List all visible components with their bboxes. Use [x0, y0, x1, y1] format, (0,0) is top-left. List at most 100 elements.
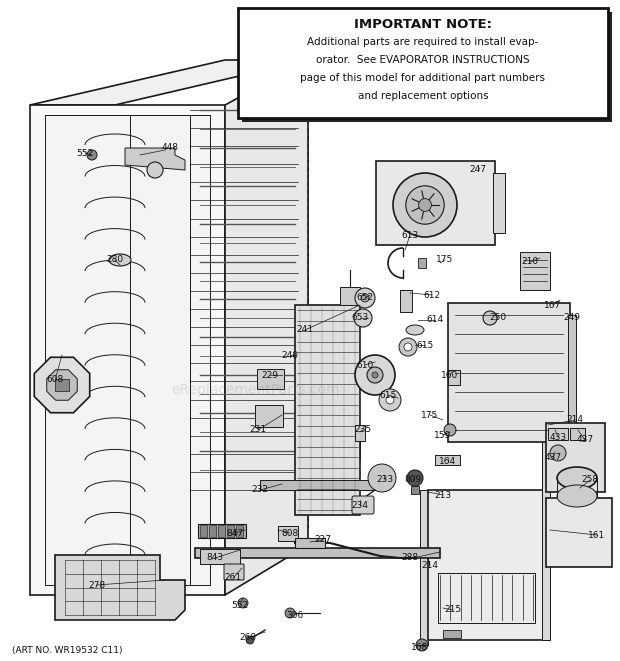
Text: 615: 615 [379, 391, 397, 399]
Polygon shape [30, 60, 308, 105]
Circle shape [238, 598, 248, 608]
Bar [236, 525, 243, 537]
Text: 261: 261 [224, 574, 242, 582]
Ellipse shape [109, 254, 131, 266]
Text: 552: 552 [231, 600, 249, 609]
Text: 610: 610 [356, 360, 374, 369]
Bar [428, 490, 548, 640]
Text: 175: 175 [436, 256, 454, 264]
Circle shape [372, 372, 378, 378]
Bar [438, 573, 535, 623]
Ellipse shape [406, 325, 424, 335]
Text: 232: 232 [252, 485, 268, 494]
Bar [520, 252, 550, 290]
Circle shape [483, 311, 497, 325]
Bar [198, 524, 246, 538]
Text: 809: 809 [404, 475, 422, 485]
Bar [278, 526, 298, 541]
Bar [209, 525, 216, 537]
Circle shape [285, 608, 295, 618]
Circle shape [147, 162, 163, 178]
Circle shape [416, 639, 428, 651]
Bar [548, 428, 568, 440]
Circle shape [246, 636, 254, 644]
FancyBboxPatch shape [257, 369, 284, 389]
Circle shape [368, 464, 396, 492]
Polygon shape [46, 369, 78, 401]
Bar [448, 370, 460, 385]
Text: 448: 448 [161, 143, 179, 153]
Text: 168: 168 [412, 642, 428, 652]
Text: 280: 280 [107, 256, 123, 264]
Text: 653: 653 [352, 313, 369, 323]
Text: 235: 235 [355, 426, 371, 434]
Text: 306: 306 [286, 611, 304, 619]
Circle shape [393, 173, 457, 237]
Bar [195, 548, 440, 558]
Text: 215: 215 [445, 605, 461, 615]
Text: 843: 843 [206, 553, 224, 563]
Bar [218, 525, 225, 537]
Text: 214: 214 [567, 416, 583, 424]
Circle shape [399, 338, 417, 356]
Polygon shape [55, 555, 185, 620]
Ellipse shape [557, 485, 597, 507]
Text: 160: 160 [441, 371, 459, 379]
Bar [295, 538, 325, 548]
Circle shape [386, 396, 394, 404]
Text: 268: 268 [239, 633, 257, 642]
Bar [260, 480, 375, 490]
Text: 159: 159 [435, 430, 451, 440]
Text: 175: 175 [422, 410, 438, 420]
Bar [200, 549, 240, 564]
FancyBboxPatch shape [352, 496, 374, 514]
Bar [340, 287, 360, 305]
Text: 288: 288 [401, 553, 418, 563]
Text: 229: 229 [262, 371, 278, 379]
Bar [418, 258, 426, 268]
Text: 167: 167 [544, 301, 562, 309]
Circle shape [355, 355, 395, 395]
Bar [45, 115, 210, 585]
Circle shape [444, 424, 456, 436]
Text: 615: 615 [417, 340, 433, 350]
FancyBboxPatch shape [448, 303, 570, 442]
Text: 210: 210 [521, 258, 539, 266]
Text: 613: 613 [401, 231, 418, 239]
Bar [242, 12, 612, 122]
Text: orator.  See EVAPORATOR INSTRUCTIONS: orator. See EVAPORATOR INSTRUCTIONS [316, 55, 530, 65]
Bar [443, 630, 461, 638]
FancyBboxPatch shape [376, 161, 495, 245]
Circle shape [367, 367, 383, 383]
Text: 234: 234 [352, 500, 368, 510]
Text: 437: 437 [577, 436, 593, 444]
Text: 808: 808 [281, 529, 299, 537]
Bar [435, 455, 460, 465]
Text: 241: 241 [296, 325, 314, 334]
Text: page of this model for additional part numbers: page of this model for additional part n… [301, 73, 546, 83]
Text: 233: 233 [376, 475, 394, 485]
Bar [295, 305, 360, 515]
Text: 608: 608 [46, 375, 64, 385]
Circle shape [407, 470, 423, 486]
FancyBboxPatch shape [224, 564, 244, 580]
Circle shape [404, 343, 412, 351]
Ellipse shape [557, 467, 597, 489]
Text: 847: 847 [226, 529, 244, 537]
Text: and replacement options: and replacement options [358, 91, 489, 101]
Text: 278: 278 [89, 580, 105, 590]
Text: (ART NO. WR19532 C11): (ART NO. WR19532 C11) [12, 646, 123, 654]
Text: 247: 247 [469, 165, 487, 175]
Bar [570, 428, 585, 440]
FancyBboxPatch shape [55, 379, 69, 391]
Bar [400, 290, 412, 312]
Bar [493, 173, 505, 233]
Bar [542, 420, 550, 640]
Bar [227, 525, 234, 537]
Bar [355, 425, 365, 441]
Polygon shape [225, 60, 308, 595]
Text: 231: 231 [249, 426, 267, 434]
Text: 552: 552 [76, 149, 94, 157]
Text: 652: 652 [356, 293, 374, 303]
Text: 250: 250 [489, 313, 507, 323]
